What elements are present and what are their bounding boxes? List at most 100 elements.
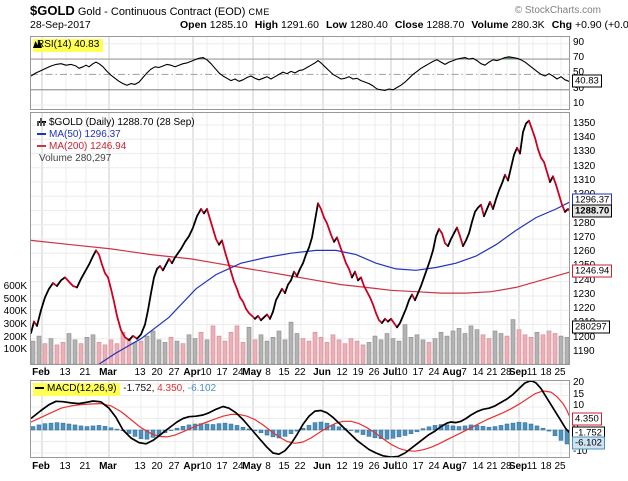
field-label: Close [394,19,424,31]
price-date-tick: 10 [200,366,212,378]
price-date-tick: 17 [412,366,424,378]
macd-panel: MACD(12,26,9) -1.752, 4.350, -6.102 [30,380,570,458]
macd-histogram-value: -6.102 [187,383,217,394]
volume-axis-label: 200K [3,331,27,343]
macd-date-tick: 7 [461,460,467,472]
field-value: 1285.10 [209,19,248,31]
rsi-axis-label: 90 [573,36,585,48]
price-axis-label: 1340 [573,132,596,144]
macd-value: -1.752, [123,383,155,394]
price-date-tick: Mar [99,366,117,378]
macd-date-tick: 15 [278,460,290,472]
price-date-tick: 17 [216,366,228,378]
price-axis-label: 1280 [573,217,596,229]
price-date-tick: 19 [352,366,364,378]
rsi-legend: RSI(14) 40.83 [33,39,104,52]
price-axis-label: 1220 [573,303,596,315]
macd-date-tick: 10 [200,460,212,472]
volume-axis-label: 500K [3,293,27,305]
macd-value-tag: -6.102 [572,436,605,450]
macd-date-tick: 11 [526,460,538,472]
macd-axis-label: 15 [573,388,585,400]
price-date-tick: 13 [134,366,146,378]
field-label: High [254,19,279,31]
field-label: Volume [471,19,509,31]
macd-date-tick: 21 [486,460,498,472]
price-legend: $GOLD (Daily) 1288.70 (28 Sep) MA(50) 12… [37,117,195,165]
ma200-line-marker [37,145,46,148]
price-chart-svg [31,113,569,364]
field-value: 1288.70 [426,19,465,31]
macd-date-tick: 10 [396,460,408,472]
macd-date-tick: 12 [336,460,348,472]
macd-chart-svg [31,381,569,457]
field-value: 1291.60 [280,19,319,31]
price-date-tick: 7 [461,366,467,378]
price-axis-label: 1240 [573,274,596,286]
price-axis-label: 1320 [573,160,596,172]
rsi-axis-label: 70 [573,52,585,64]
price-axis-label: 1350 [573,117,596,129]
price-date-tick: 24 [232,366,244,378]
macd-date-tick: Feb [32,460,50,472]
ohlc-fields: Open 1285.10 High 1291.60 Low 1280.40 Close… [180,19,628,31]
price-axis-label: 1310 [573,174,596,186]
field-label: Low [325,19,347,31]
price-axis-label: 1230 [573,288,596,300]
price-date-tick: 11 [526,366,538,378]
price-date-tick: 25 [554,366,566,378]
volume-axis-label: 300K [3,318,27,330]
macd-axis-label: 10 [573,400,585,411]
rsi-axis-label: 50 [573,67,585,79]
price-date-tick: 28 [500,366,512,378]
price-date-tick: 27 [168,366,180,378]
vol-value-tag: 280297 [572,320,610,334]
price-date-tick: May [242,366,262,378]
volume-axis-label: 100K [3,344,27,356]
price-axis-label: 1260 [573,246,596,258]
price-date-tick: 13 [59,366,71,378]
volume-axis-label: 400K [3,306,27,318]
price-date-tick: Jun [313,366,331,378]
ma200-legend-label: MA(200) 1246.94 [49,141,127,152]
price-date-tick: 24 [428,366,440,378]
quote-date: 28-Sep-2017 [30,19,91,31]
macd-date-tick: 19 [352,460,364,472]
rsi-value-tag: 40.83 [572,74,602,87]
rsi-axis-label: 30 [573,82,585,94]
price-date-tick: 22 [294,366,306,378]
exchange: CME [248,7,270,17]
volume-legend-label: Volume 280,297 [39,153,112,164]
macd-date-tick: 25 [554,460,566,472]
macd-line-marker [35,387,44,390]
macd-date-tick: 27 [168,460,180,472]
chart-title: $GOLD Gold - Continuous Contract (EOD) C… [30,3,270,18]
macd-date-tick: 21 [79,460,91,472]
macd-date-tick: May [242,460,262,472]
field-value: 280.3K [511,19,545,31]
macd-date-tick: Sep [508,460,528,472]
ma50-line-marker [37,133,46,136]
price-date-tick: 8 [265,366,271,378]
price-date-tick: Sep [508,366,528,378]
price-date-tick: 10 [396,366,408,378]
macd-date-tick: 17 [216,460,228,472]
price-date-tick: 20 [151,366,163,378]
price-date-tick: Feb [32,366,50,378]
price-date-tick: 14 [472,366,484,378]
price-date-tick: Jul [382,366,398,378]
macd-axis-label: -10 [573,446,588,457]
rsi-legend-label: RSI(14) 40.83 [37,39,100,50]
macd-date-tick: 18 [540,460,552,472]
ma50-legend-label: MA(50) 1296.37 [49,129,121,140]
field-value: 1280.40 [349,19,388,31]
price-axis-label: 1270 [573,231,596,243]
macd-date-tick: 14 [472,460,484,472]
macd-date-tick: 8 [265,460,271,472]
rsi-axis-label: 10 [573,98,585,110]
macd-date-tick: Apr [183,460,201,472]
macd-date-tick: 20 [151,460,163,472]
macd-date-tick: 22 [294,460,306,472]
price-date-tick: Apr [183,366,201,378]
